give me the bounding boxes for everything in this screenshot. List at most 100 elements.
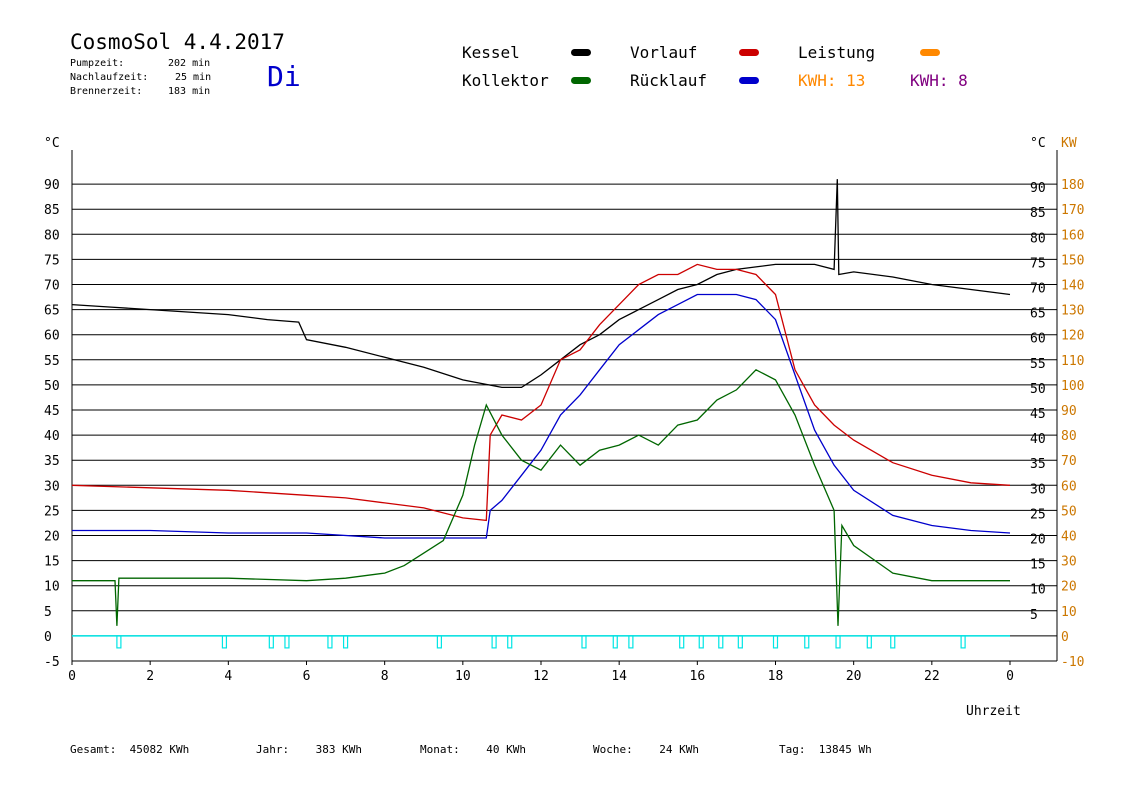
y-tick-label-left: 10 <box>44 580 60 595</box>
kw-tick-label: 80 <box>1061 429 1077 444</box>
kw-tick-label: 0 <box>1061 630 1069 645</box>
series-line-kollektor <box>72 369 1010 626</box>
x-tick-label: 22 <box>924 669 940 684</box>
pump-pulse <box>507 635 513 649</box>
x-tick-label: 0 <box>1006 669 1014 684</box>
y-tick-label-left: 0 <box>44 630 52 645</box>
kw-tick-label: 130 <box>1061 304 1084 319</box>
legend-vorlauf: Vorlauf <box>630 43 698 62</box>
x-tick-label: 2 <box>146 669 154 684</box>
kwh-purple: KWH: 8 <box>910 71 968 90</box>
pump-pulse <box>718 635 724 649</box>
x-tick-label: 0 <box>68 669 76 684</box>
footer-tag: Tag: 13845 Wh <box>779 743 872 756</box>
kw-axis-unit: KW <box>1061 136 1077 151</box>
pump-pulse <box>342 635 349 649</box>
pump-pulse <box>628 635 634 649</box>
y-tick-label-left: 85 <box>44 203 60 218</box>
legend-kollektor: Kollektor <box>462 71 549 90</box>
pump-pulse <box>960 635 966 649</box>
y-tick-label-right: 75 <box>1030 256 1046 271</box>
y-tick-label-left: -5 <box>44 655 60 670</box>
legend-ruecklauf-swatch <box>739 77 759 84</box>
kw-tick-label: 120 <box>1061 329 1084 344</box>
pump-pulse <box>612 635 618 649</box>
brenner-label: Brennerzeit: <box>70 86 143 97</box>
kw-tick-label: 50 <box>1061 504 1077 519</box>
pump-pulse <box>679 635 685 649</box>
kw-tick-label: 70 <box>1061 454 1077 469</box>
y-tick-label-left: 60 <box>44 329 60 344</box>
kw-tick-label: 40 <box>1061 530 1077 545</box>
y-tick-label-right: 90 <box>1030 181 1046 196</box>
y-tick-label-right: 70 <box>1030 282 1046 297</box>
y-tick-label-left: 75 <box>44 253 60 268</box>
kw-tick-label: 10 <box>1061 605 1077 620</box>
legend-kessel: Kessel <box>462 43 520 62</box>
x-axis-label: Uhrzeit <box>966 704 1021 719</box>
y-tick-label-right: 40 <box>1030 432 1046 447</box>
kw-tick-label: 30 <box>1061 555 1077 570</box>
y-tick-label-left: 20 <box>44 530 60 545</box>
pump-pulse <box>835 635 841 649</box>
y-tick-label-left: 35 <box>44 454 60 469</box>
kw-tick-label: 180 <box>1061 178 1084 193</box>
y-tick-label-left: 55 <box>44 354 60 369</box>
y-tick-label-right: 15 <box>1030 558 1046 573</box>
y-tick-label-left: 30 <box>44 479 60 494</box>
legend-leistung: Leistung <box>798 43 876 62</box>
x-tick-label: 20 <box>846 669 862 684</box>
y-tick-label-right: 25 <box>1030 507 1046 522</box>
pump-pulse <box>890 635 896 649</box>
x-tick-label: 10 <box>455 669 471 684</box>
y-tick-label-right: 10 <box>1030 583 1046 598</box>
y-tick-label-left: 25 <box>44 504 60 519</box>
pumpzeit-label: Pumpzeit: <box>70 58 125 69</box>
y-tick-label-right: 20 <box>1030 533 1046 548</box>
kw-tick-label: 110 <box>1061 354 1084 369</box>
pump-pulse <box>327 635 333 649</box>
y-tick-label-right: 65 <box>1030 307 1046 322</box>
y-tick-label-right: 80 <box>1030 231 1046 246</box>
nachlauf-value: 25 min <box>175 72 212 83</box>
pump-pulse <box>772 635 779 649</box>
weekday-label: Di <box>267 60 301 93</box>
y-tick-label-right: 55 <box>1030 357 1046 372</box>
series-line-kessel <box>71 179 1011 389</box>
brenner-value: 183 min <box>168 86 211 97</box>
legend-kessel-swatch <box>571 49 591 56</box>
footer-monat: Monat: 40 KWh <box>420 743 526 756</box>
y-tick-label-right: 60 <box>1030 332 1046 347</box>
legend-ruecklauf: Rücklauf <box>630 71 708 90</box>
pump-pulse <box>116 635 122 649</box>
pump-pulse <box>491 635 497 649</box>
y-tick-label-right: 35 <box>1030 457 1046 472</box>
legend-vorlauf-swatch <box>739 49 759 56</box>
y-tick-label-right: 5 <box>1030 608 1038 623</box>
y-tick-label-left: 90 <box>44 178 60 193</box>
y-tick-label-left: 40 <box>44 429 60 444</box>
pump-pulse <box>221 635 228 649</box>
y-tick-label-right: 30 <box>1030 482 1046 497</box>
kw-tick-label: 100 <box>1061 379 1084 394</box>
x-tick-label: 6 <box>303 669 311 684</box>
y-tick-label-right: 85 <box>1030 206 1046 221</box>
pump-pulse <box>581 635 587 649</box>
footer-woche: Woche: 24 KWh <box>593 743 699 756</box>
kw-tick-label: 20 <box>1061 580 1077 595</box>
y-tick-label-left: 70 <box>44 279 60 294</box>
kw-tick-label: -10 <box>1061 655 1084 670</box>
y-axis-unit-left: °C <box>44 136 60 151</box>
footer-gesamt: Gesamt: 45082 KWh <box>70 743 190 756</box>
x-tick-label: 16 <box>690 669 706 684</box>
y-tick-label-left: 50 <box>44 379 60 394</box>
pump-pulse <box>284 635 290 649</box>
y-axis-unit-right: °C <box>1030 136 1046 151</box>
pump-pulse <box>866 635 872 649</box>
kwh-orange: KWH: 13 <box>798 71 866 90</box>
page-title: CosmoSol 4.4.2017 <box>70 30 285 54</box>
kw-tick-label: 150 <box>1061 253 1084 268</box>
y-tick-label-left: 15 <box>44 555 60 570</box>
x-tick-label: 14 <box>611 669 627 684</box>
